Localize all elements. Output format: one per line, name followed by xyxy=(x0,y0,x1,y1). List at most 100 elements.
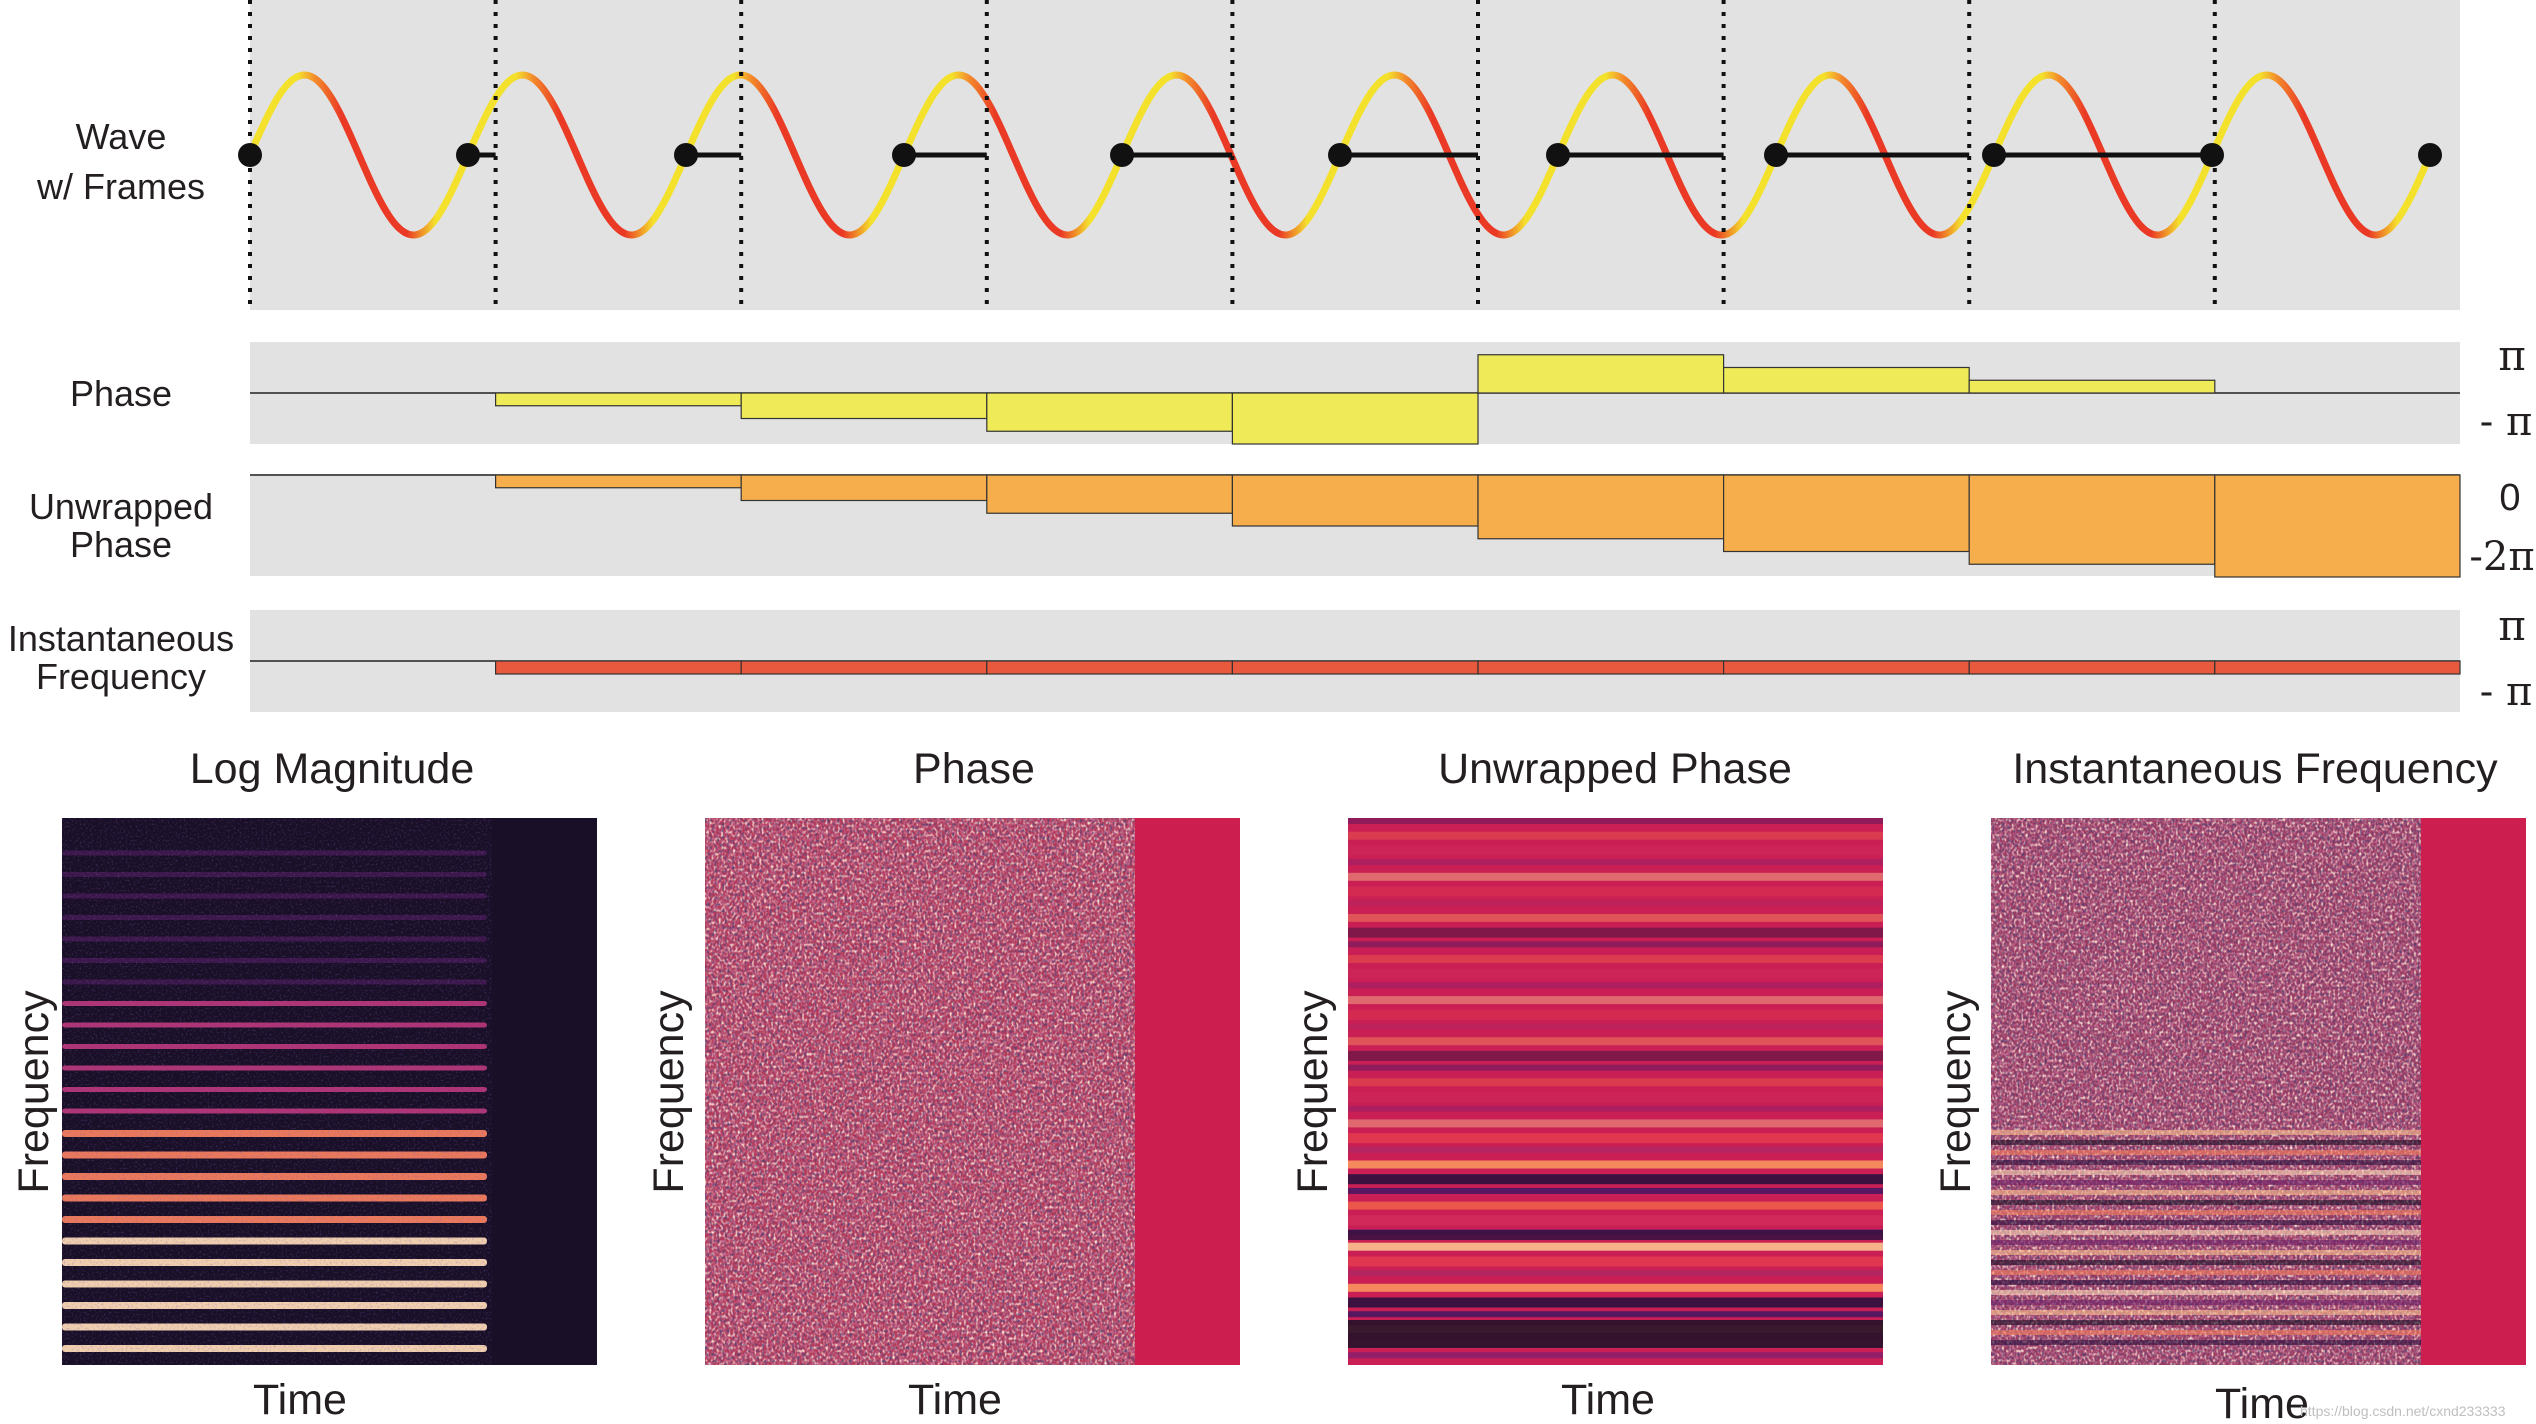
phase-band xyxy=(1348,1230,1883,1240)
harmonic-stripe xyxy=(1991,1220,2421,1225)
phase-band xyxy=(1348,1187,1883,1194)
phase-band xyxy=(1348,1023,1883,1030)
phase-band xyxy=(1348,927,1883,938)
unwrapped-axis-bottom: -2π xyxy=(2469,534,2534,580)
phase-band xyxy=(1348,1242,1883,1251)
phase-band xyxy=(1348,1320,1883,1348)
value-bar xyxy=(1968,379,2216,394)
frame-marker xyxy=(456,143,480,167)
value-bar xyxy=(1231,660,1479,675)
harmonic-stripe xyxy=(1991,1170,2421,1175)
harmonic-stripe xyxy=(1991,1290,2421,1295)
value-bar xyxy=(1722,660,1970,675)
phase-band xyxy=(1348,1050,1883,1061)
value-bar xyxy=(2214,474,2461,578)
unwrapped-label-line1: Unwrapped xyxy=(29,486,213,527)
log-magnitude-ylabel: Frequency xyxy=(10,990,58,1194)
instfreq-plot xyxy=(1991,818,2526,1365)
harmonic-stripe xyxy=(1991,1190,2421,1195)
phase-label: Phase xyxy=(70,373,172,414)
instfreq-harmonic-stripes xyxy=(1991,1130,2421,1345)
frame-marker xyxy=(2418,143,2442,167)
harmonic-stripe xyxy=(1991,1200,2421,1205)
phase-band xyxy=(1348,859,1883,866)
instfreq-label-line1: Instantaneous xyxy=(8,618,234,659)
unwrapped-bars xyxy=(250,474,2461,578)
phase-bars xyxy=(250,354,2460,445)
frame-marker xyxy=(1982,143,2006,167)
frame-marker xyxy=(1328,143,1352,167)
wave-label-line1: Wave xyxy=(76,116,167,157)
harmonic-stripe xyxy=(1991,1280,2421,1285)
harmonic-stripe xyxy=(1991,1300,2421,1305)
unwrapped-phase-bands xyxy=(1348,818,1883,1359)
phase-band xyxy=(1348,1297,1883,1308)
panel-title-phase: Phase xyxy=(913,745,1035,793)
value-bar xyxy=(1968,474,2216,565)
phase-band xyxy=(1348,1037,1883,1046)
value-bar xyxy=(740,660,988,675)
value-bar xyxy=(1722,366,1970,394)
harmonic-stripe xyxy=(1991,1260,2421,1265)
phase-band xyxy=(1348,900,1883,907)
value-bar xyxy=(1722,474,1970,553)
harmonic-stripe xyxy=(1991,1250,2421,1255)
harmonic-stripe xyxy=(1991,1270,2421,1275)
panel-title-unwrapped-phase: Unwrapped Phase xyxy=(1438,745,1792,793)
instfreq-axis-bottom: - π xyxy=(2480,669,2533,715)
phase-band xyxy=(1348,1201,1883,1210)
phase-band xyxy=(1348,831,1883,840)
frame-marker xyxy=(892,143,916,167)
phase-band xyxy=(1348,1105,1883,1112)
watermark: https://blog.csdn.net/cxnd233333 xyxy=(2300,1403,2506,1419)
phase-band xyxy=(1348,818,1883,824)
instfreq-ylabel: Frequency xyxy=(1932,990,1980,1194)
phase-band xyxy=(1348,1283,1883,1292)
log-magnitude-noise xyxy=(62,818,492,1365)
unwrapped-phase-xlabel: Time xyxy=(1561,1376,1655,1424)
phase-band xyxy=(1348,1064,1883,1071)
value-bar xyxy=(740,474,988,502)
value-bar xyxy=(986,660,1233,675)
instfreq-axis-top: π xyxy=(2498,601,2526,650)
value-bar xyxy=(740,392,988,420)
harmonic-stripe xyxy=(1991,1330,2421,1335)
value-bar xyxy=(495,392,742,407)
instfreq-silence-region xyxy=(2421,818,2526,1365)
panel-title-instantaneous-frequency: Instantaneous Frequency xyxy=(2012,745,2498,793)
phase-band xyxy=(1348,913,1883,922)
harmonic-stripe xyxy=(1991,1150,2421,1155)
phase-noise-black xyxy=(705,818,1135,1365)
phase-xlabel: Time xyxy=(908,1376,1002,1424)
unwrapped-phase-plot xyxy=(1348,818,1883,1365)
harmonic-stripe xyxy=(1991,1160,2421,1165)
unwrapped-phase-ylabel: Frequency xyxy=(1289,990,1337,1194)
instfreq-xlabel: Time xyxy=(2215,1380,2309,1424)
value-bar xyxy=(986,474,1233,514)
phase-band xyxy=(1348,996,1883,1005)
phase-band xyxy=(1348,941,1883,948)
value-bar xyxy=(1231,392,1479,445)
phase-band xyxy=(1348,1174,1883,1185)
harmonic-stripe xyxy=(1991,1140,2421,1145)
phase-band xyxy=(1348,1009,1883,1020)
harmonic-stripe xyxy=(1991,1310,2421,1315)
phase-band xyxy=(1348,1215,1883,1226)
phase-band xyxy=(1348,955,1883,963)
harmonic-stripe xyxy=(1991,1230,2421,1235)
unwrapped-phase-base xyxy=(1348,818,1883,1365)
frame-schematic: Wave w/ Frames Phase π - π Unwrapped Pha… xyxy=(8,0,2535,715)
log-magnitude-xlabel: Time xyxy=(253,1376,347,1424)
unwrapped-axis-top: 0 xyxy=(2499,477,2520,519)
phase-band xyxy=(1348,1352,1883,1359)
phase-band xyxy=(1348,872,1883,881)
value-bar xyxy=(495,474,742,489)
unwrapped-label-line2: Phase xyxy=(70,524,172,565)
harmonic-stripe xyxy=(1991,1340,2421,1345)
value-bar xyxy=(1477,660,1725,675)
wave-frames xyxy=(238,0,2442,310)
frame-marker xyxy=(1546,143,1570,167)
phase-axis-top: π xyxy=(2498,331,2526,380)
phase-band xyxy=(1348,1311,1883,1318)
